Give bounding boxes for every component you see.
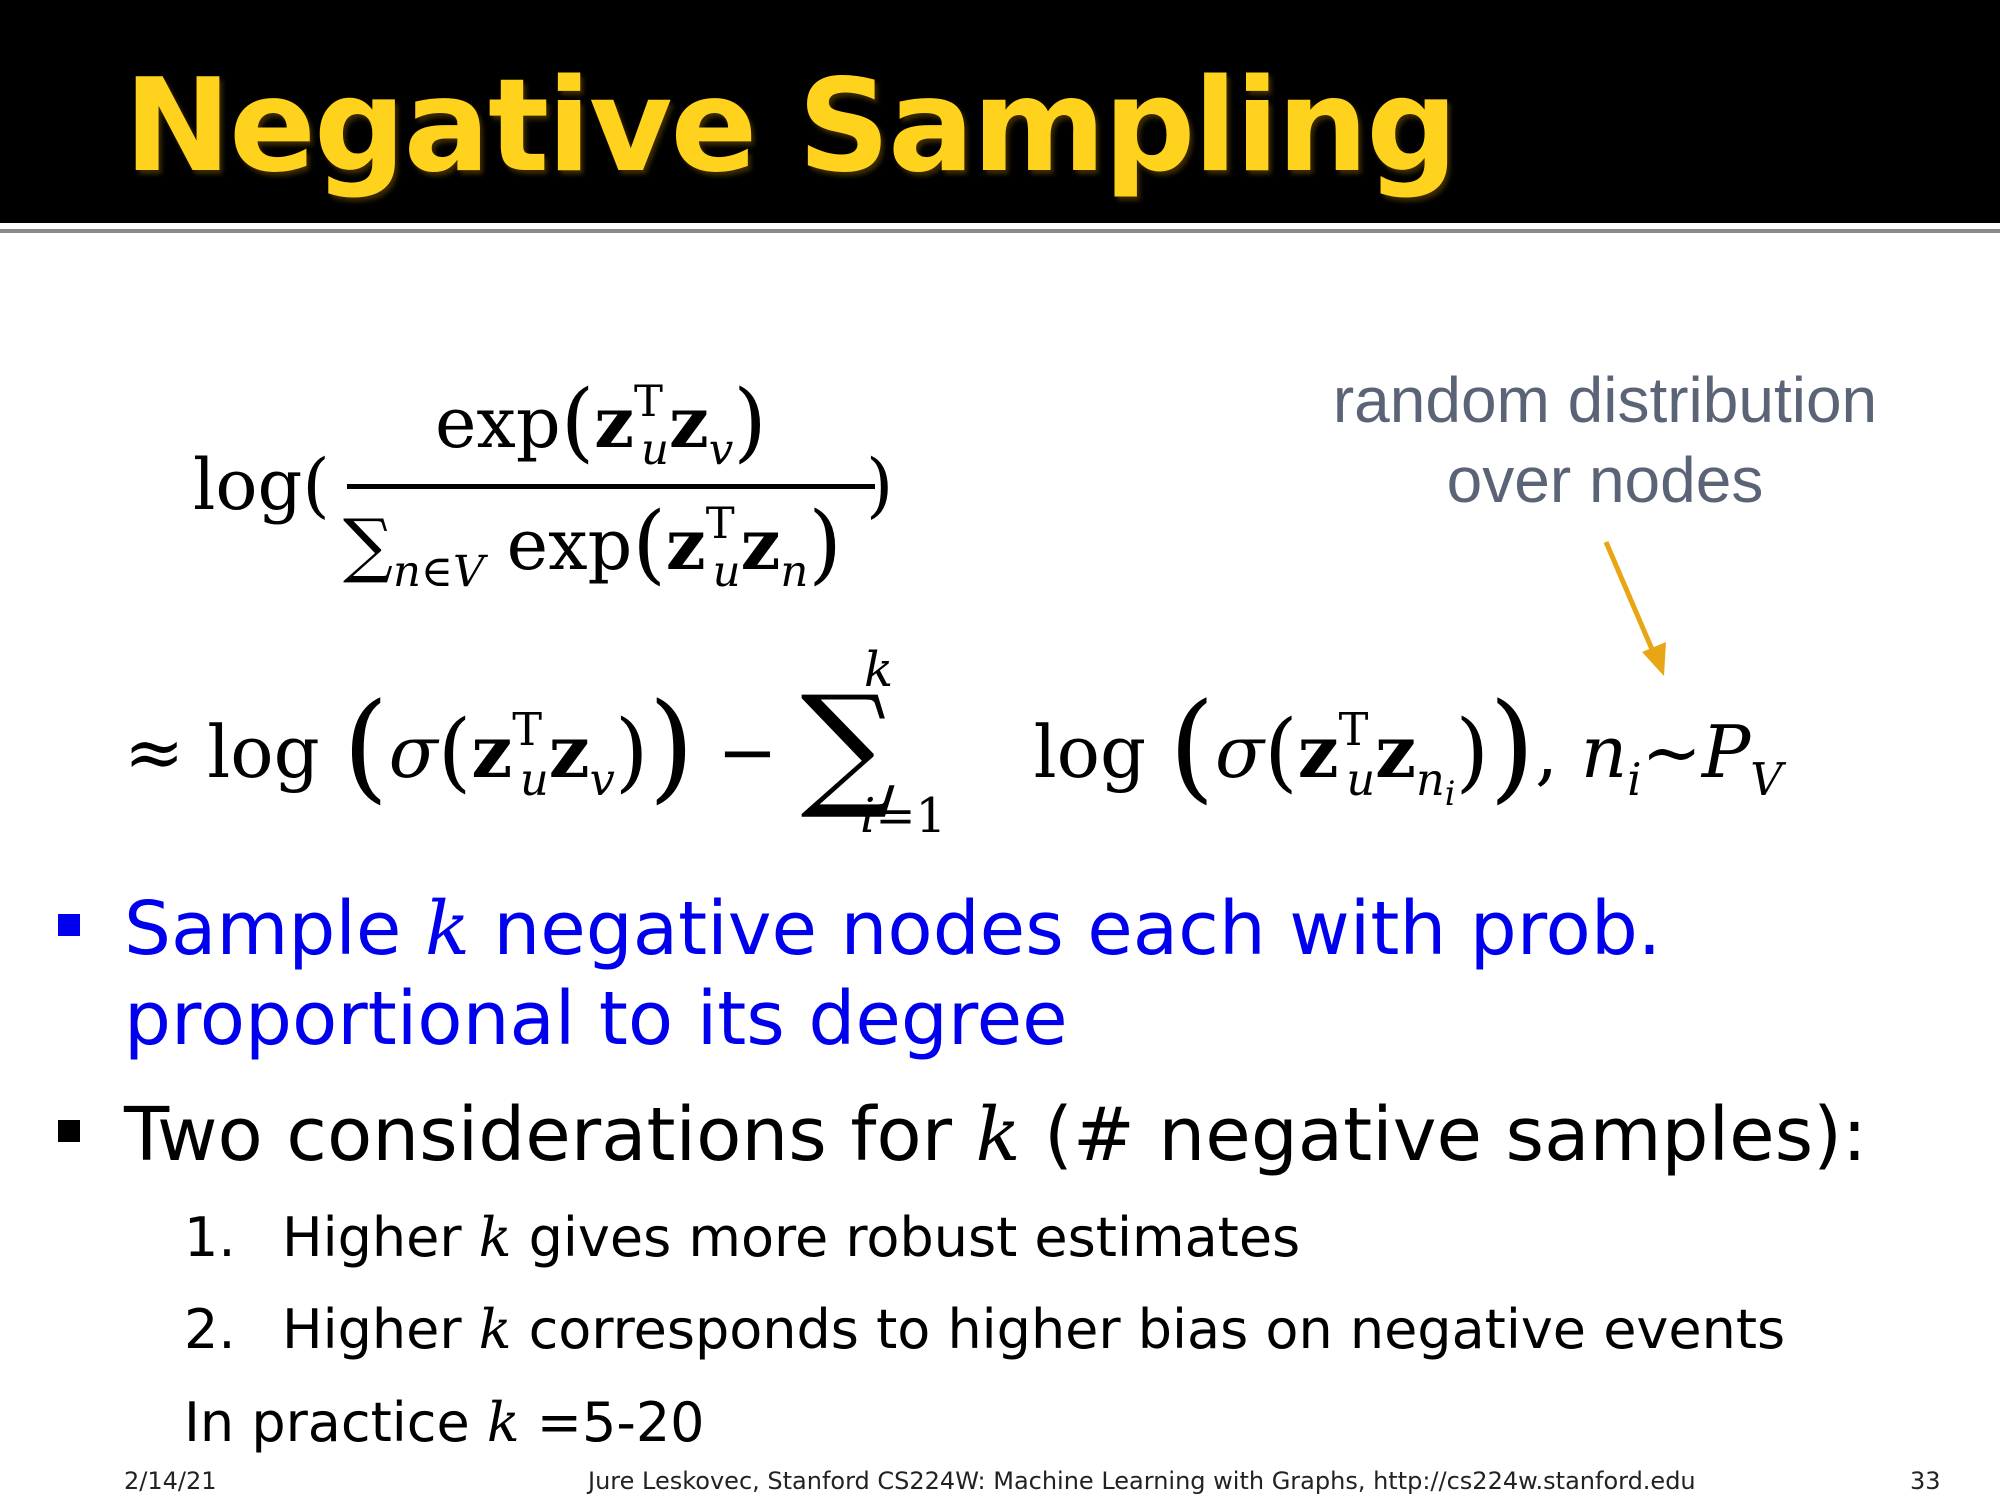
annotation-arrow bbox=[1603, 541, 1666, 676]
annotation-line-2: over nodes bbox=[1446, 444, 1764, 516]
bullet-1-text-a: Sample bbox=[124, 886, 425, 972]
list-item-1-a: Higher bbox=[282, 1206, 479, 1269]
bullet-2-text-b: (# negative samples): bbox=[1020, 1092, 1867, 1178]
bullet-two-considerations: Two considerations for k (# negative sam… bbox=[124, 1090, 1924, 1180]
bullet-1-var-k: k bbox=[425, 886, 470, 972]
practice-var-k: k bbox=[486, 1391, 520, 1454]
bullet-square-black bbox=[58, 1120, 80, 1142]
title-bar: Negative Sampling bbox=[0, 0, 2000, 223]
sum-lower-limit: i=1 bbox=[860, 788, 947, 844]
bullet-2-var-k: k bbox=[975, 1092, 1021, 1178]
title-divider bbox=[0, 229, 2000, 233]
annotation-random-distribution: random distribution over nodes bbox=[1300, 360, 1910, 520]
list-number: 1. bbox=[184, 1206, 236, 1269]
list-item-2-a: Higher bbox=[282, 1298, 479, 1361]
bullet-1-text-b: negative nodes each with prob. proportio… bbox=[124, 886, 1662, 1062]
equation-approx-body: ≈ log (σ(zTuzv)) − ∑ log (σ(zTuzni)), ni… bbox=[124, 667, 1783, 823]
practice-note: In practice k =5-20 bbox=[184, 1388, 705, 1458]
footer-credit: Jure Leskovec, Stanford CS224W: Machine … bbox=[588, 1467, 1696, 1495]
footer-date: 2/14/21 bbox=[124, 1467, 217, 1495]
fraction-bar bbox=[347, 484, 875, 489]
list-item-text: Higher k corresponds to higher bias on n… bbox=[282, 1295, 1785, 1365]
equation-numerator: exp(zTuzv) bbox=[435, 372, 767, 476]
practice-text-a: In practice bbox=[184, 1391, 487, 1454]
sum-upper-limit: k bbox=[864, 642, 894, 698]
equation-log-close: ) bbox=[866, 444, 894, 526]
list-number: 2. bbox=[184, 1298, 236, 1361]
equation-log-open: log( bbox=[193, 444, 330, 526]
bullet-2-text-a: Two considerations for bbox=[124, 1092, 976, 1178]
bullet-sample-k: Sample k negative nodes each with prob. … bbox=[124, 884, 1924, 1064]
list-item-1-b: gives more robust estimates bbox=[511, 1206, 1301, 1269]
list-item-1-var-k: k bbox=[478, 1206, 512, 1269]
slide-title: Negative Sampling bbox=[124, 52, 1458, 201]
annotation-line-1: random distribution bbox=[1332, 364, 1878, 436]
practice-text-b: =5-20 bbox=[519, 1391, 705, 1454]
title-divider-gap bbox=[0, 223, 2000, 231]
footer-page-number: 33 bbox=[1910, 1467, 1941, 1495]
list-item-2-var-k: k bbox=[478, 1298, 512, 1361]
equation-denominator: ∑n∈V exp(zTuzn) bbox=[343, 494, 842, 598]
bullet-square-blue bbox=[58, 914, 80, 936]
list-item-2-b: corresponds to higher bias on negative e… bbox=[511, 1298, 1786, 1361]
list-item-text: Higher k gives more robust estimates bbox=[282, 1203, 1300, 1273]
